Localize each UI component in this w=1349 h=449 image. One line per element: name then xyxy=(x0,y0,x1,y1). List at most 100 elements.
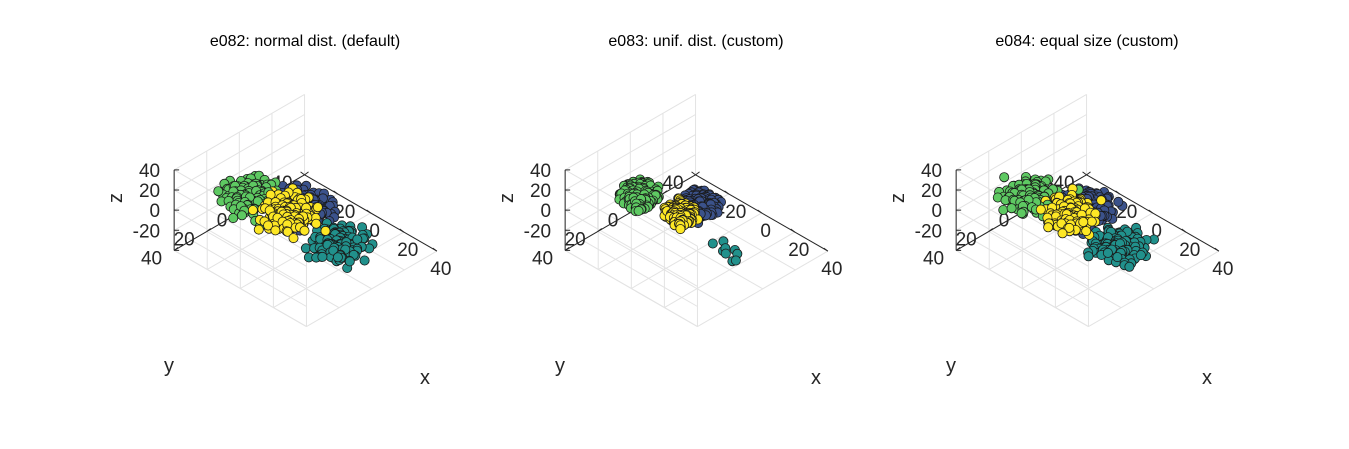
data-point-series-4 xyxy=(312,202,323,213)
data-point-series-4 xyxy=(320,225,331,236)
data-point-series-3 xyxy=(213,186,224,197)
x-tick-mark xyxy=(757,209,763,214)
data-point-series-4 xyxy=(311,218,322,229)
chart-title: e084: equal size (custom) xyxy=(995,33,1178,50)
y-tick-label: 20 xyxy=(956,230,977,251)
data-point-series-2 xyxy=(317,251,328,262)
x-tick-mark xyxy=(724,190,729,195)
grid-line xyxy=(306,250,438,328)
x-tick-mark xyxy=(1115,190,1120,195)
data-point-series-3 xyxy=(633,205,644,216)
x-tick-mark xyxy=(1181,228,1187,233)
grid-line xyxy=(955,209,1089,287)
grid-line xyxy=(564,249,698,328)
chart-panel-1: e082: normal dist. (default)-2002040-40-… xyxy=(105,33,451,389)
x-tick-mark xyxy=(1148,209,1153,214)
z-tick-label: 0 xyxy=(932,201,943,222)
y-tick-mark xyxy=(597,228,603,232)
x-tick-label: 20 xyxy=(1179,240,1200,261)
y-tick-mark xyxy=(564,246,570,251)
z-tick-label: 20 xyxy=(530,181,551,202)
data-point-series-4 xyxy=(675,224,686,235)
data-point-series-4 xyxy=(1057,228,1068,239)
x-axis-label: x xyxy=(420,367,430,389)
data-point-series-3 xyxy=(999,172,1010,183)
y-tick-mark xyxy=(1086,171,1091,176)
x-tick-label: 0 xyxy=(1151,221,1162,242)
data-point-series-2 xyxy=(720,248,731,259)
z-axis-label: z xyxy=(887,193,909,203)
data-point-series-2 xyxy=(1083,251,1094,262)
chart-title: e082: normal dist. (default) xyxy=(210,33,400,50)
y-tick-label: 40 xyxy=(141,248,162,269)
grid-line xyxy=(630,212,763,290)
grid-line xyxy=(173,189,307,267)
data-point-series-3 xyxy=(998,204,1009,215)
chart-panel-3: e084: equal size (custom)-2002040-40-200… xyxy=(887,33,1233,389)
x-tick-label: 40 xyxy=(1212,259,1233,280)
z-tick-label: 0 xyxy=(541,201,552,222)
grid-line xyxy=(173,209,307,287)
x-tick-mark xyxy=(1214,247,1220,252)
x-tick-mark xyxy=(399,228,405,233)
x-tick-mark xyxy=(823,247,829,252)
y-tick-label: 40 xyxy=(532,248,553,269)
x-tick-mark xyxy=(300,171,305,176)
grid-line xyxy=(564,134,696,211)
y-tick-label: 20 xyxy=(174,230,195,251)
grid-line xyxy=(988,231,1122,309)
data-point-series-2 xyxy=(1102,247,1113,258)
grid-line xyxy=(955,114,1087,191)
grid-line xyxy=(173,249,307,328)
z-axis-label: z xyxy=(105,193,127,203)
data-point-series-2 xyxy=(1124,261,1135,272)
x-axis-line xyxy=(1086,174,1220,252)
x-tick-label: 0 xyxy=(760,221,771,242)
y-tick-mark xyxy=(988,228,994,232)
x-tick-label: 20 xyxy=(788,240,809,261)
z-tick-label: 40 xyxy=(139,161,160,182)
y-tick-label: 0 xyxy=(217,211,228,232)
z-tick-label: 20 xyxy=(139,181,160,202)
data-point-series-4 xyxy=(1081,226,1092,237)
data-point-series-2 xyxy=(344,256,355,267)
grid-line xyxy=(1088,250,1220,328)
y-tick-label: -40 xyxy=(656,173,683,194)
data-point-series-4 xyxy=(299,225,310,236)
z-axis-label: z xyxy=(496,193,518,203)
y-tick-mark xyxy=(304,171,309,176)
x-tick-mark xyxy=(691,171,696,176)
z-tick-label: -20 xyxy=(915,221,942,242)
grid-line xyxy=(955,249,1089,328)
z-tick-label: 40 xyxy=(530,161,551,182)
y-axis-label: y xyxy=(946,355,956,377)
grid-line xyxy=(955,93,1087,171)
grid-line xyxy=(173,93,305,171)
data-point-series-1 xyxy=(1113,196,1124,207)
data-point-series-4 xyxy=(282,226,293,237)
y-tick-label: 40 xyxy=(923,248,944,269)
y-axis-label: y xyxy=(555,355,565,377)
data-point-series-3 xyxy=(1006,203,1017,214)
y-tick-label: 0 xyxy=(999,211,1010,232)
grid-line xyxy=(564,93,696,171)
data-point-series-4 xyxy=(1035,204,1046,215)
z-tick-label: 20 xyxy=(921,181,942,202)
data-point-series-3 xyxy=(236,210,247,221)
data-point-series-4 xyxy=(1086,216,1097,227)
grid-line xyxy=(597,231,731,309)
y-tick-mark xyxy=(695,171,700,176)
chart-panel-2: e083: unif. dist. (custom)-2002040-40-20… xyxy=(496,33,842,389)
data-point-series-4 xyxy=(263,220,274,231)
x-axis-label: x xyxy=(811,367,821,389)
grid-line xyxy=(173,114,305,191)
x-tick-label: 0 xyxy=(369,221,380,242)
data-point-series-4 xyxy=(288,233,299,244)
y-axis-label: y xyxy=(164,355,174,377)
y-tick-mark xyxy=(173,246,179,251)
grid-line xyxy=(273,231,405,308)
data-point-series-4 xyxy=(1078,216,1089,227)
data-point-series-2 xyxy=(730,255,741,266)
grid-line xyxy=(697,250,829,328)
